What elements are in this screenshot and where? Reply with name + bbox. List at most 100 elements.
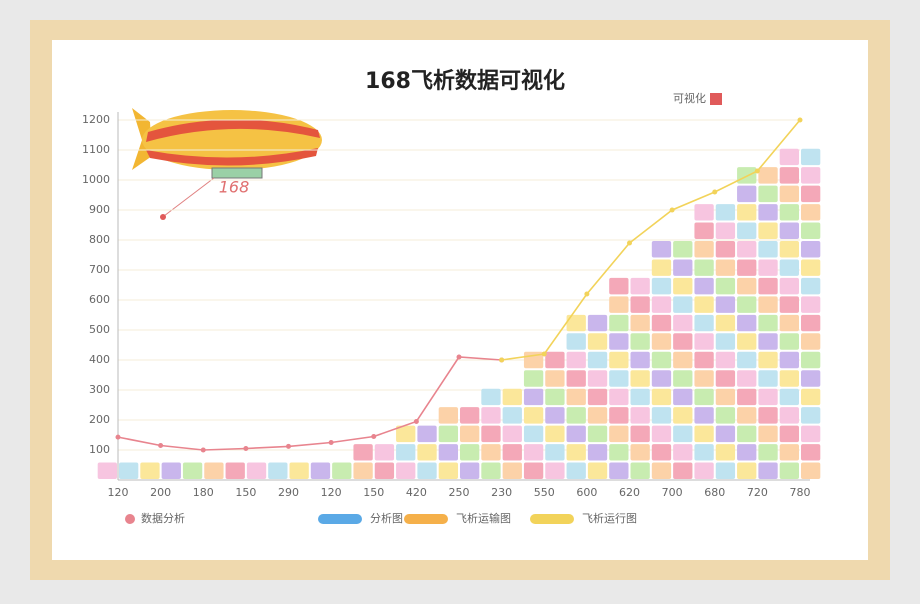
point [499,357,505,363]
tile [758,388,778,406]
tile [609,425,629,443]
tile [737,407,757,424]
tile [140,462,160,479]
tile [694,333,714,350]
tile [651,388,672,406]
tile [737,296,757,313]
tile [566,407,586,424]
tile [801,314,821,332]
tile [609,370,629,387]
tile [737,241,757,258]
tile [673,444,693,461]
tile [396,425,416,443]
tile [758,167,778,184]
tile [715,351,736,369]
tile [801,185,821,203]
tile [417,444,437,461]
y-tick-label: 600 [89,293,110,306]
tile [715,407,736,424]
tile [801,167,821,184]
tile [481,444,501,461]
tile [460,462,480,479]
tile [715,314,736,332]
tile [715,462,736,479]
tile [715,277,736,295]
tile [715,333,736,350]
tile [481,407,501,424]
tile [523,425,544,443]
tile [97,462,117,479]
tile [779,222,799,239]
tile [268,462,288,479]
point [413,419,419,424]
legend-label: 分析图 [370,511,403,525]
x-tick-label: 150 [363,486,384,499]
tile [630,314,650,332]
tile [246,462,267,479]
tile [651,296,672,313]
tile [694,222,714,239]
tile [715,444,736,461]
point [712,189,718,195]
line [501,119,801,361]
tile [609,407,629,424]
tile [502,444,522,461]
tile [481,388,501,406]
tile [801,333,821,350]
tile [651,370,672,387]
tile [523,370,544,387]
tile [758,314,778,332]
tile [673,351,693,369]
tile [737,204,757,221]
tile [609,388,629,406]
y-tick-label: 200 [89,413,110,426]
tile [694,444,714,461]
tile [737,277,757,295]
tile [481,462,501,479]
tile [438,462,458,479]
legend-swatch [125,514,135,524]
tile [651,351,672,369]
tile [694,462,714,479]
tile [673,462,693,479]
tile [651,314,672,332]
tile [779,425,799,443]
tile [715,222,736,239]
tile [630,351,650,369]
legend-swatch [318,514,362,524]
point [797,117,803,123]
tile [779,259,799,276]
tile [779,388,799,406]
tile [715,241,736,258]
tile [779,462,799,479]
tile [310,462,331,479]
tile [779,351,799,369]
tile [609,444,629,461]
tile [545,370,565,387]
tile [801,222,821,239]
tile [545,407,565,424]
tile [694,241,714,258]
tile [545,388,565,406]
tile [758,204,778,221]
tile [715,425,736,443]
x-tick-label: 720 [747,486,768,499]
tile [694,388,714,406]
tile [417,462,437,479]
point [627,240,632,246]
tile [715,259,736,276]
tile [758,425,778,443]
tile [779,185,799,203]
tile [694,259,714,276]
tile [502,462,522,479]
y-tick-label: 1100 [82,143,110,156]
chart-title: 168飞析数据可视化 [365,68,565,94]
tile [587,407,608,424]
tile [758,277,778,295]
tile [438,425,458,443]
tile [396,444,416,461]
tile [758,222,778,239]
tile [523,462,544,479]
tile [161,462,181,479]
tile [758,351,778,369]
